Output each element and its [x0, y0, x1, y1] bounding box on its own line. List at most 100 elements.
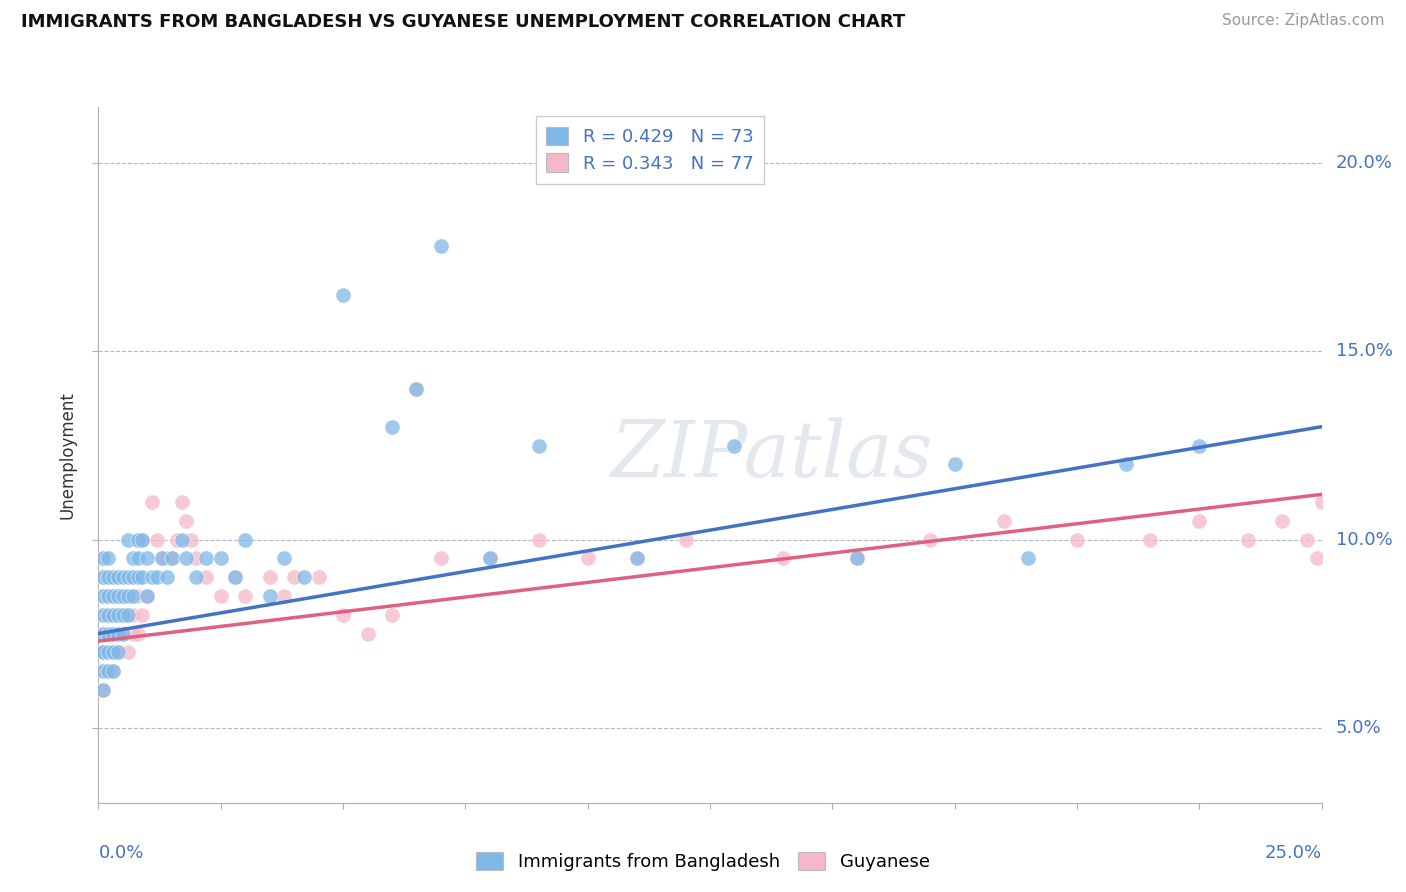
Point	[121, 589, 143, 603]
Point	[176, 551, 198, 566]
Text: 0.0%: 0.0%	[98, 845, 143, 863]
Point	[91, 589, 114, 603]
Point	[91, 551, 114, 566]
Point	[136, 589, 159, 603]
Point	[107, 645, 129, 659]
Point	[381, 607, 404, 622]
Point	[121, 607, 143, 622]
Point	[97, 664, 120, 678]
Point	[97, 551, 120, 566]
Point	[273, 589, 295, 603]
Y-axis label: Unemployment: Unemployment	[59, 391, 77, 519]
Point	[97, 626, 120, 640]
Point	[1188, 438, 1211, 452]
Point	[478, 551, 501, 566]
Point	[121, 570, 143, 584]
Point	[117, 589, 139, 603]
Point	[91, 607, 114, 622]
Point	[1310, 495, 1333, 509]
Point	[107, 645, 129, 659]
Point	[97, 607, 120, 622]
Point	[97, 589, 120, 603]
Point	[845, 551, 868, 566]
Point	[1017, 551, 1039, 566]
Point	[993, 514, 1015, 528]
Point	[111, 607, 134, 622]
Point	[121, 551, 143, 566]
Point	[166, 533, 188, 547]
Point	[91, 570, 114, 584]
Point	[675, 533, 697, 547]
Point	[91, 645, 114, 659]
Point	[107, 626, 129, 640]
Point	[101, 570, 124, 584]
Point	[91, 570, 114, 584]
Point	[156, 551, 179, 566]
Point	[111, 589, 134, 603]
Point	[146, 570, 169, 584]
Point	[136, 551, 159, 566]
Point	[91, 664, 114, 678]
Text: 20.0%: 20.0%	[1336, 154, 1392, 172]
Point	[1066, 533, 1088, 547]
Point	[97, 589, 120, 603]
Point	[356, 626, 378, 640]
Point	[146, 533, 169, 547]
Point	[107, 589, 129, 603]
Point	[224, 570, 246, 584]
Point	[1139, 533, 1161, 547]
Point	[91, 664, 114, 678]
Point	[292, 570, 315, 584]
Point	[170, 495, 193, 509]
Point	[91, 683, 114, 698]
Point	[101, 607, 124, 622]
Point	[111, 589, 134, 603]
Point	[259, 570, 281, 584]
Point	[626, 551, 648, 566]
Point	[259, 589, 281, 603]
Point	[233, 589, 256, 603]
Point	[97, 664, 120, 678]
Point	[127, 533, 149, 547]
Point	[127, 533, 149, 547]
Point	[97, 645, 120, 659]
Point	[150, 551, 173, 566]
Point	[111, 607, 134, 622]
Text: 15.0%: 15.0%	[1336, 343, 1392, 360]
Point	[127, 551, 149, 566]
Point	[107, 570, 129, 584]
Point	[97, 607, 120, 622]
Point	[150, 551, 173, 566]
Point	[117, 645, 139, 659]
Point	[101, 589, 124, 603]
Text: IMMIGRANTS FROM BANGLADESH VS GUYANESE UNEMPLOYMENT CORRELATION CHART: IMMIGRANTS FROM BANGLADESH VS GUYANESE U…	[21, 13, 905, 31]
Point	[107, 626, 129, 640]
Text: ZIPatlas: ZIPatlas	[610, 417, 932, 493]
Point	[97, 570, 120, 584]
Point	[101, 626, 124, 640]
Point	[121, 570, 143, 584]
Point	[1296, 533, 1319, 547]
Point	[1188, 514, 1211, 528]
Point	[117, 570, 139, 584]
Point	[160, 551, 183, 566]
Point	[273, 551, 295, 566]
Point	[91, 645, 114, 659]
Point	[1271, 514, 1294, 528]
Point	[111, 626, 134, 640]
Point	[101, 626, 124, 640]
Point	[141, 495, 163, 509]
Point	[186, 551, 208, 566]
Point	[91, 645, 114, 659]
Point	[772, 551, 794, 566]
Point	[180, 533, 202, 547]
Point	[1306, 551, 1329, 566]
Point	[381, 419, 404, 434]
Point	[943, 458, 966, 472]
Point	[107, 607, 129, 622]
Point	[97, 570, 120, 584]
Point	[527, 438, 550, 452]
Legend: R = 0.429   N = 73, R = 0.343   N = 77: R = 0.429 N = 73, R = 0.343 N = 77	[536, 116, 763, 184]
Point	[131, 607, 153, 622]
Point	[1237, 533, 1260, 547]
